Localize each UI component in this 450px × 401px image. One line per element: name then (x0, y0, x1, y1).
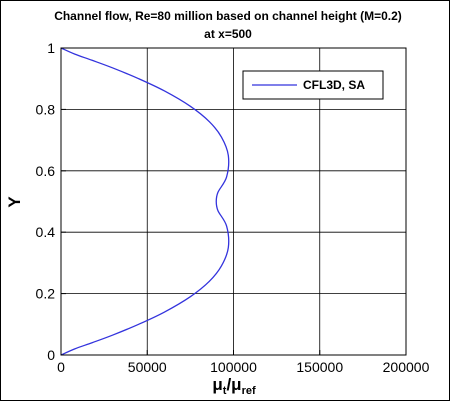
x-axis-label-mu: μ (212, 375, 222, 394)
x-axis-label-mid: /μ (226, 375, 241, 394)
x-axis-label: μt/μref (212, 375, 256, 397)
series-lines (60, 47, 230, 356)
chart-subtitle: at x=500 (204, 27, 252, 41)
x-axis-label-sub-ref: ref (242, 385, 256, 397)
y-tick-label: 1 (47, 40, 55, 56)
legend: CFL3D, SA (242, 70, 384, 100)
y-axis-label: Y (5, 196, 24, 208)
x-tick-label: 50000 (128, 359, 167, 375)
tick-labels: 0 50000 100000 150000 200000 0 0.2 0.4 0.6 0.8 1 (36, 40, 430, 375)
y-tick-label: 0.6 (36, 163, 56, 179)
chart-title: Channel flow, Re=80 million based on cha… (54, 9, 402, 23)
y-tick-label: 0 (47, 347, 55, 363)
legend-label: CFL3D, SA (303, 78, 365, 92)
x-tick-label: 0 (57, 359, 65, 375)
y-tick-label: 0.8 (36, 101, 56, 117)
series-line (60, 47, 230, 356)
x-tick-label: 100000 (210, 359, 257, 375)
y-tick-label: 0.4 (36, 224, 56, 240)
plot-area-border (60, 47, 407, 356)
y-tick-label: 0.2 (36, 286, 56, 302)
x-axis-label-sub-t: t (223, 385, 227, 397)
x-tick-label: 200000 (383, 359, 430, 375)
x-tick-label: 150000 (296, 359, 343, 375)
